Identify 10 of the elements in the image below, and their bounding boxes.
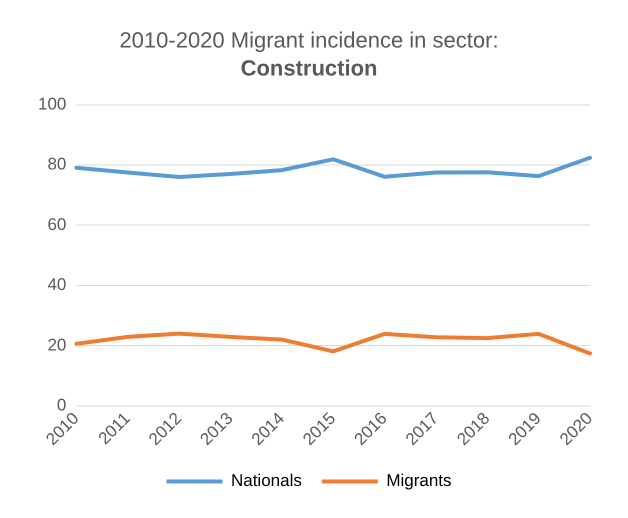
y-tick-label: 20 [47, 335, 66, 354]
legend-label: Migrants [386, 471, 452, 490]
y-tick-label: 80 [47, 154, 66, 174]
y-tick-label: 60 [47, 214, 66, 234]
y-tick-label: 100 [38, 94, 66, 114]
y-tick-label: 40 [47, 275, 66, 294]
chart-subtitle: Construction [240, 56, 378, 81]
legend-label: Nationals [230, 471, 302, 490]
y-tick-label: 0 [56, 396, 66, 415]
chart-title: 2010-2020 Migrant incidence in sector: [119, 27, 499, 52]
